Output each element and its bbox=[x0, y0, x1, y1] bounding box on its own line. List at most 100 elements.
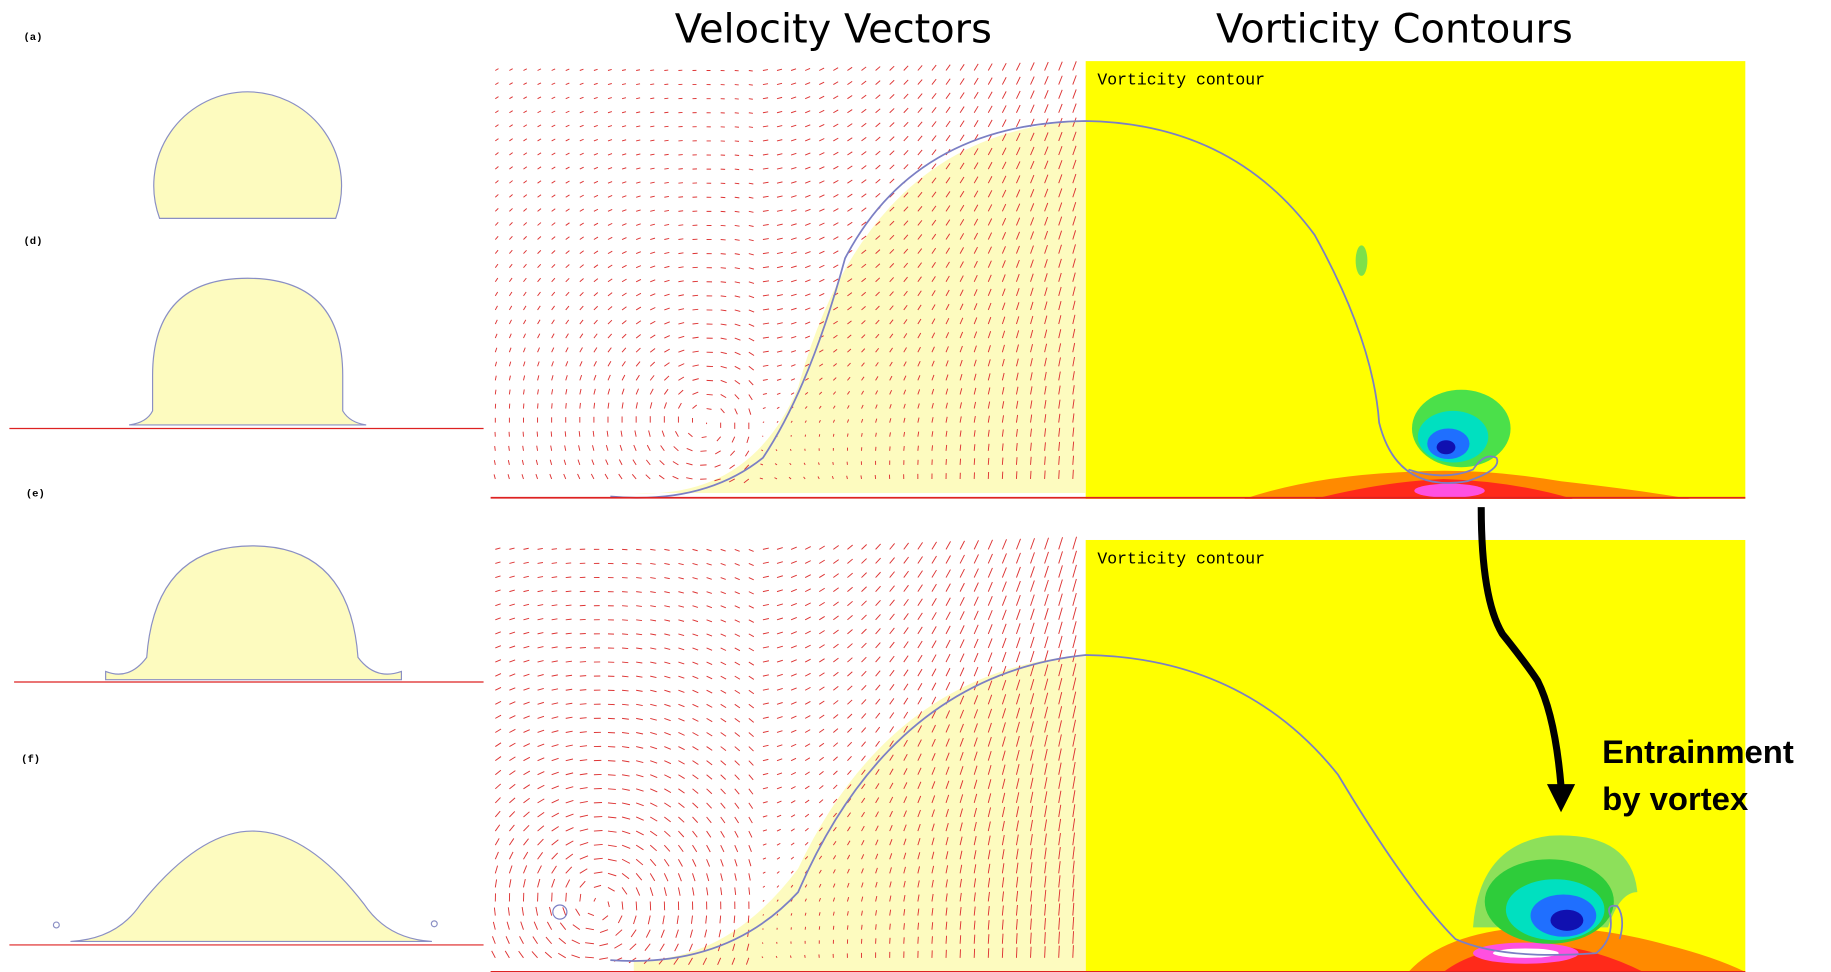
velocity-vector bbox=[904, 557, 909, 563]
velocity-vector bbox=[946, 135, 950, 141]
velocity-vector bbox=[805, 842, 808, 845]
velocity-vector bbox=[890, 600, 895, 606]
velocity-vector bbox=[721, 789, 726, 794]
velocity-vector bbox=[918, 599, 923, 606]
velocity-vector bbox=[805, 786, 809, 789]
velocity-vector bbox=[552, 348, 554, 353]
velocity-vector bbox=[566, 223, 570, 226]
velocity-vector bbox=[833, 166, 838, 169]
velocity-vector bbox=[630, 944, 636, 950]
velocity-vector bbox=[566, 880, 570, 888]
velocity-vector bbox=[918, 136, 922, 141]
velocity-vector bbox=[1073, 579, 1077, 592]
velocity-vector bbox=[988, 568, 992, 578]
velocity-vector bbox=[622, 210, 626, 212]
velocity-vector bbox=[509, 604, 514, 606]
velocity-vector bbox=[523, 771, 529, 775]
velocity-vector bbox=[650, 402, 652, 408]
velocity-vector bbox=[707, 859, 710, 866]
velocity-vector bbox=[650, 294, 655, 296]
velocity-vector bbox=[495, 250, 498, 253]
velocity-vector bbox=[763, 126, 768, 127]
velocity-vector bbox=[552, 661, 558, 662]
velocity-vector bbox=[918, 627, 922, 634]
velocity-vector bbox=[558, 953, 565, 958]
velocity-vector bbox=[1002, 610, 1006, 620]
velocity-vector bbox=[735, 549, 740, 551]
velocity-vector bbox=[494, 474, 495, 479]
velocity-vector bbox=[650, 112, 654, 113]
velocity-vector bbox=[805, 673, 810, 676]
velocity-vector bbox=[607, 431, 608, 437]
velocity-vector bbox=[636, 321, 641, 324]
velocity-vector bbox=[650, 845, 656, 851]
velocity-vector bbox=[876, 614, 881, 619]
velocity-vector bbox=[791, 210, 796, 212]
velocity-vector bbox=[664, 238, 669, 239]
velocity-vector bbox=[592, 445, 593, 451]
velocity-vector bbox=[890, 572, 895, 578]
velocity-vector bbox=[876, 137, 881, 141]
velocity-vector bbox=[946, 626, 950, 634]
velocity-vector bbox=[688, 433, 692, 437]
velocity-vector bbox=[707, 761, 713, 765]
velocity-vector bbox=[622, 307, 626, 310]
velocity-vector bbox=[509, 702, 515, 705]
figure: (a) (d) (e) (f) Velocity Vectors Vortici… bbox=[0, 0, 1831, 972]
velocity-vector bbox=[763, 182, 769, 183]
velocity-vector bbox=[805, 167, 810, 169]
velocity-vector bbox=[566, 125, 570, 127]
velocity-vector bbox=[721, 352, 727, 353]
velocity-vector bbox=[552, 731, 559, 733]
velocity-vector bbox=[1073, 537, 1077, 550]
velocity-vector bbox=[578, 460, 580, 465]
velocity-vector bbox=[523, 660, 529, 662]
velocity-vector bbox=[1045, 471, 1046, 479]
velocity-vector bbox=[602, 916, 607, 920]
velocity-vector bbox=[495, 729, 501, 732]
velocity-vector bbox=[636, 84, 640, 85]
velocity-vector bbox=[1016, 595, 1020, 606]
velocity-vector bbox=[594, 334, 597, 338]
velocity-vector bbox=[664, 789, 671, 793]
velocity-vector bbox=[509, 446, 510, 451]
velocity-vector bbox=[763, 548, 769, 549]
velocity-vector bbox=[847, 545, 852, 549]
velocity-vector bbox=[876, 586, 881, 591]
velocity-vector bbox=[594, 375, 596, 380]
velocity-vector bbox=[749, 99, 753, 100]
velocity-vector bbox=[876, 109, 881, 113]
velocity-vector bbox=[847, 742, 851, 746]
velocity-vector bbox=[552, 139, 556, 141]
velocity-vector bbox=[552, 827, 559, 832]
velocity-vector bbox=[586, 928, 594, 929]
velocity-vector bbox=[538, 111, 541, 113]
velocity-vector bbox=[678, 403, 681, 408]
velocity-vector bbox=[636, 606, 642, 607]
velocity-vector bbox=[594, 111, 598, 112]
velocity-vector bbox=[495, 376, 496, 381]
velocity-vector bbox=[890, 108, 895, 112]
velocity-vector bbox=[805, 828, 808, 831]
velocity-vector bbox=[523, 757, 529, 760]
velocity-vector bbox=[819, 715, 824, 718]
velocity-vector bbox=[492, 951, 496, 958]
velocity-vector bbox=[777, 252, 783, 253]
velocity-vector bbox=[833, 237, 838, 240]
velocity-vector bbox=[861, 475, 862, 479]
velocity-vector bbox=[721, 887, 722, 895]
velocity-vector bbox=[678, 563, 683, 564]
velocity-vector bbox=[1059, 622, 1062, 634]
velocity-vector bbox=[777, 210, 783, 211]
velocity-vector bbox=[749, 831, 752, 837]
velocity-vector bbox=[636, 224, 641, 226]
velocity-vector bbox=[721, 296, 727, 297]
velocity-vector bbox=[819, 237, 824, 239]
velocity-vector bbox=[608, 817, 616, 818]
velocity-vector bbox=[552, 69, 555, 71]
velocity-vector bbox=[833, 715, 838, 719]
velocity-vector bbox=[495, 825, 499, 831]
velocity-vector bbox=[636, 402, 637, 408]
velocity-vector bbox=[777, 154, 782, 155]
droplet bbox=[129, 278, 366, 425]
